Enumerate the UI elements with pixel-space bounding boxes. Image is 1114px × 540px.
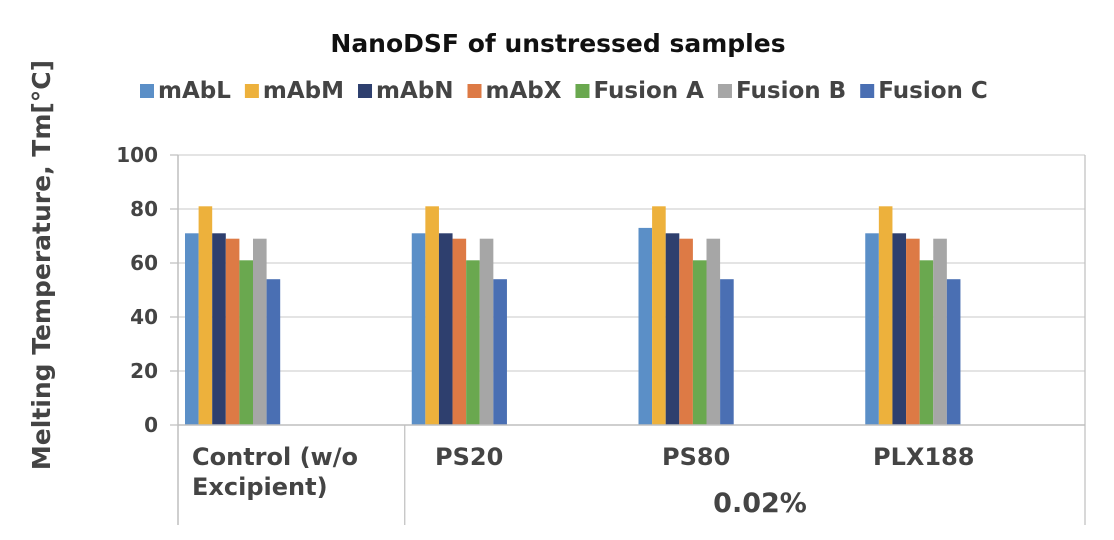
group-label: 0.02% (713, 488, 807, 519)
bar-mabx (452, 238, 467, 425)
legend-swatch (140, 84, 154, 98)
bar-mabm (425, 206, 439, 425)
y-tick-label: 80 (130, 197, 158, 221)
bar-fusion-c (266, 279, 281, 425)
legend-label: Fusion C (878, 78, 988, 104)
category-label: PS80 (662, 443, 730, 471)
category-label: PLX188 (873, 443, 974, 471)
chart-title: NanoDSF of unstressed samples (330, 29, 785, 58)
y-tick-label: 20 (130, 359, 158, 383)
bar-mabl (638, 227, 653, 425)
bar-fusion-c (720, 279, 734, 425)
category-label: Control (w/o Excipient) (192, 443, 358, 501)
legend-label: mAbX (486, 78, 562, 104)
legend-swatch (244, 84, 259, 98)
bar-fusion-b (253, 238, 267, 425)
bar-mabn (212, 233, 226, 425)
bar-mabx (906, 238, 920, 425)
bar-mabn (665, 233, 680, 425)
bar-fusion-a (692, 260, 707, 425)
bar-mabn (438, 233, 453, 425)
legend-label: Fusion B (736, 78, 846, 104)
bar-fusion-b (933, 238, 947, 425)
legend-label: mAbM (263, 78, 344, 104)
legend: mAbL mAbM mAbN mAbX Fusion A Fusion B Fusion C (140, 78, 988, 104)
y-tick-label: 60 (130, 251, 158, 275)
legend-swatch (467, 84, 482, 98)
bar-mabm (878, 206, 893, 425)
bar-mabn (892, 233, 907, 425)
bar-mabx (679, 238, 693, 425)
legend-label: Fusion A (593, 78, 704, 104)
legend-swatch (717, 84, 732, 98)
legend-label: mAbN (376, 78, 453, 104)
axes (177, 155, 1086, 525)
y-tick-label: 0 (144, 413, 158, 437)
bar-fusion-c (493, 279, 507, 425)
y-axis-label: Melting Temperature, Tm[°C] (27, 60, 56, 470)
legend-swatch (860, 84, 875, 98)
bar-fusion-b (706, 238, 721, 425)
bar-fusion-a (239, 260, 253, 425)
bar-mabl (865, 233, 879, 425)
bar-mabm (198, 206, 213, 425)
bar-mabl (185, 233, 199, 425)
bars (185, 206, 961, 425)
bar-fusion-a (919, 260, 934, 425)
category-label: PS20 (435, 443, 503, 471)
category-labels: Control (w/o Excipient) PS20 PS80 PLX188 (192, 443, 974, 501)
bar-fusion-a (466, 260, 480, 425)
legend-swatch (358, 84, 373, 98)
bar-fusion-b (479, 238, 494, 425)
bar-fusion-c (946, 279, 961, 425)
bar-mabm (652, 206, 666, 425)
bar-mabx (225, 238, 240, 425)
legend-label: mAbL (158, 78, 231, 104)
y-axis-ticks: 0 20 40 60 80 100 (116, 143, 178, 437)
bar-mabl (411, 233, 426, 425)
legend-swatch (575, 84, 590, 98)
y-tick-label: 40 (130, 305, 158, 329)
y-tick-label: 100 (116, 143, 158, 167)
